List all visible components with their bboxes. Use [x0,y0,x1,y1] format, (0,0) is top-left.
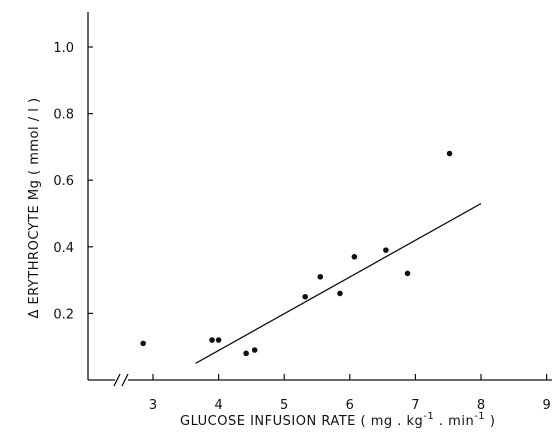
data-point [251,347,258,353]
y-axis-title: Δ ERYTHROCYTE Mg ( mmol / l ) [27,97,42,318]
data-points [140,150,453,357]
data-point [383,247,389,253]
data-point [302,293,308,300]
data-point [404,270,411,277]
x-tick-label: 3 [149,398,157,413]
y-tick-label: 0.4 [53,241,74,256]
axis-break-mark [121,373,129,387]
x-tick-label: 7 [411,398,419,413]
x-tick-label: 8 [477,398,485,413]
x-axis-title: GLUCOSE INFUSION RATE ( mg . kg-1 . min-… [180,411,495,429]
y-tick-label: 0.2 [53,307,74,322]
data-point [243,350,249,357]
axis-break-mark [113,373,121,387]
x-axis-title-main: GLUCOSE INFUSION RATE ( mg . kg [180,414,423,429]
data-point [337,290,343,297]
data-point [209,337,215,343]
y-tick-label: 0.6 [53,174,74,189]
data-point [317,273,324,280]
data-point [215,337,222,343]
x-axis [88,373,552,387]
x-axis-title-mid: . min [434,414,474,429]
y-tick-label: 0.8 [53,108,74,123]
y-tick-label: 1.0 [53,41,74,56]
regression-line [195,202,482,364]
x-axis-title-sup-1: -1 [423,411,434,422]
x-tick-label: 6 [346,398,354,413]
x-tick-label: 9 [542,398,550,413]
x-tick-label: 5 [280,398,288,413]
data-point [446,150,453,157]
x-axis-title-end: ) [485,414,495,429]
data-point [140,340,146,347]
x-axis-title-sup-2: -1 [474,411,485,422]
x-ticks: 3 4 5 6 7 8 9 [149,374,551,413]
y-ticks: 0.2 0.4 0.6 0.8 1.0 [53,41,93,322]
x-tick-label: 4 [214,398,222,413]
data-point [351,253,358,260]
